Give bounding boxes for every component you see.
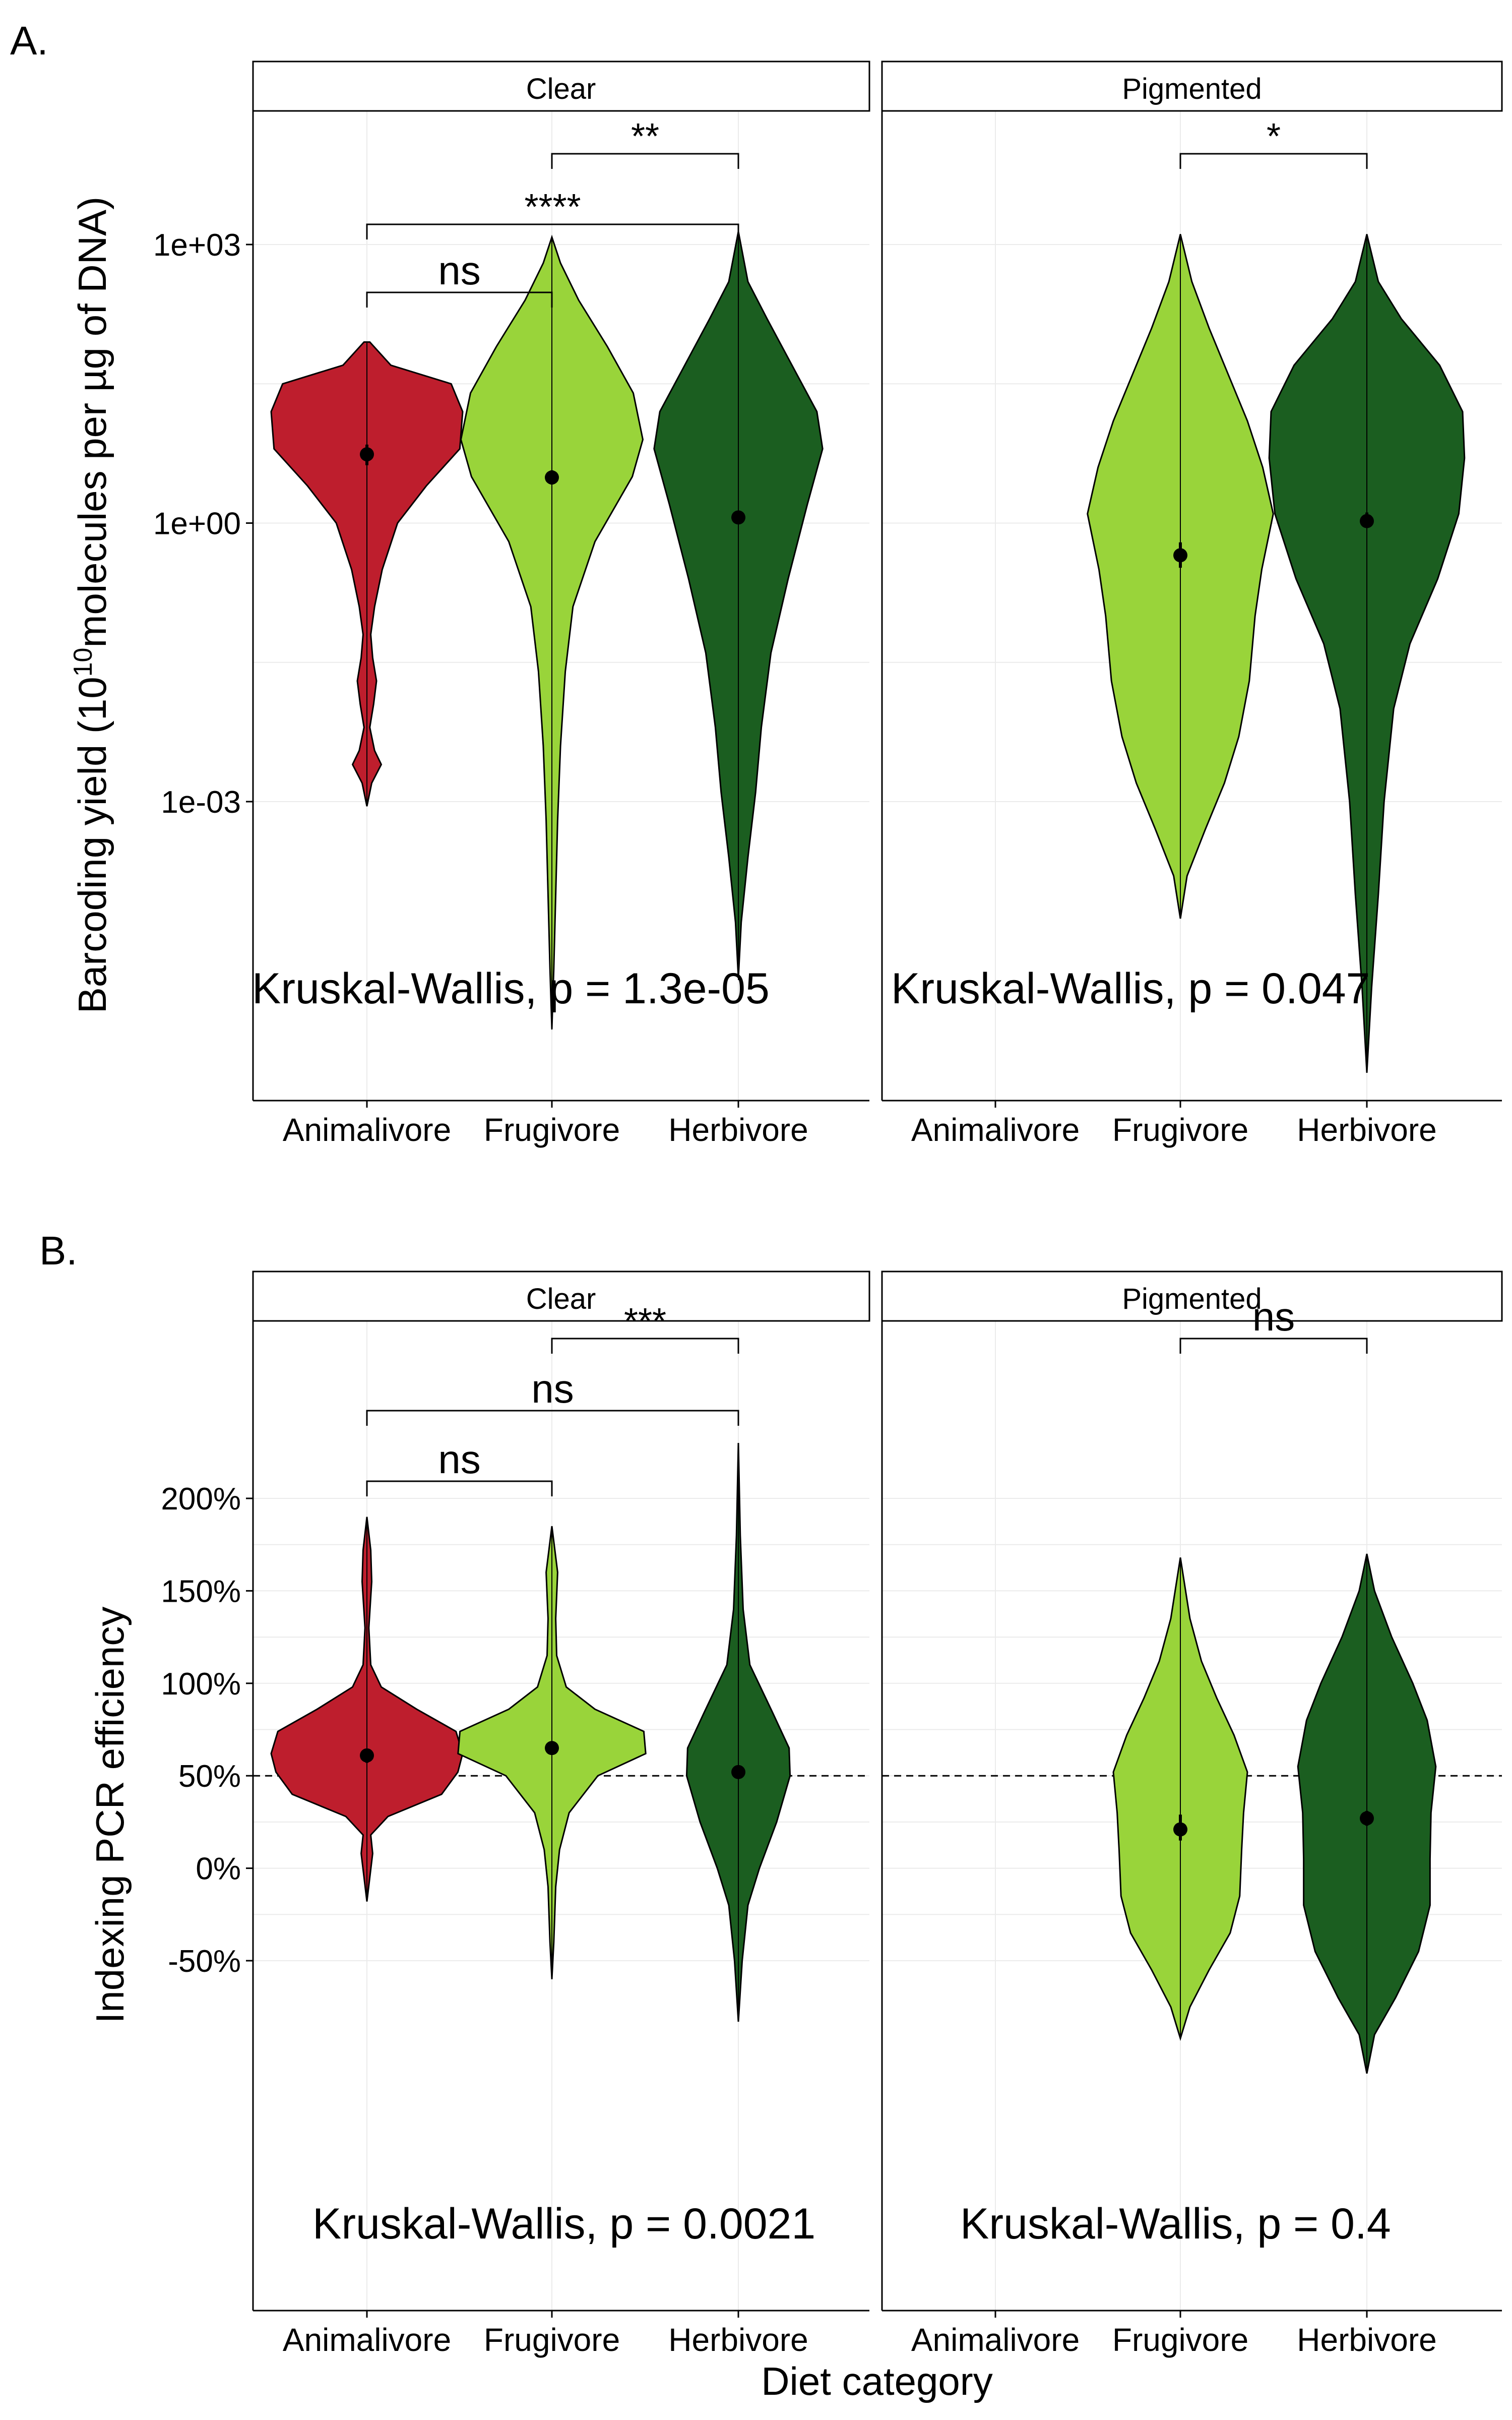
mean-point-pigmented-herbivore — [1360, 514, 1374, 528]
x-tick-label: Herbivore — [668, 2322, 808, 2358]
strip-label-clear-a: Clear — [526, 73, 596, 105]
significance-label: *** — [624, 1301, 666, 1342]
strip-label-pigmented-a: Pigmented — [1122, 73, 1262, 105]
x-tick-label: Frugivore — [484, 1112, 620, 1148]
mean-point-clear-frugivore — [545, 1741, 559, 1756]
y-tick-label: 0% — [196, 1852, 241, 1887]
panel-a-x-ticks: Animalivore Frugivore Herbivore Animalivore… — [283, 1101, 1437, 1148]
panel-a-brackets: ns****** * — [366, 116, 1368, 308]
y-tick-label: 1e-03 — [161, 785, 241, 820]
mean-point-clear-frugivore — [545, 470, 559, 485]
panel-a-test-label-pigmented: Kruskal-Wallis, p = 0.047 — [891, 964, 1370, 1013]
panel-b-test-label-clear: Kruskal-Wallis, p = 0.0021 — [312, 2200, 815, 2248]
significance-label: ns — [438, 248, 481, 293]
y-tick-label: 1e+03 — [153, 228, 241, 263]
y-tick-label: 200% — [161, 1482, 241, 1517]
panel-a-strip-pigmented: Pigmented — [881, 60, 1503, 112]
panel-b-y-ticks: -50% 0% 50% 100% 150% 200% — [161, 1482, 253, 1979]
x-tick-label: Frugivore — [484, 2322, 620, 2358]
strip-label-clear-b: Clear — [526, 1283, 596, 1315]
y-tick-label: 1e+00 — [153, 507, 241, 541]
panel-b: B. Clear Pigmented ns ns *** ns -50% 0% 50% 10… — [39, 1228, 1503, 2358]
mean-point-clear-animalivore — [360, 1748, 374, 1763]
mean-point-pigmented-frugivore — [1173, 548, 1187, 563]
x-tick-label: Animalivore — [283, 2322, 451, 2358]
mean-point-clear-animalivore — [360, 447, 374, 462]
panel-b-strip-clear: Clear — [252, 1270, 870, 1322]
x-tick-label: Frugivore — [1112, 2322, 1248, 2358]
x-tick-label: Animalivore — [911, 2322, 1080, 2358]
panel-b-test-label-pigmented: Kruskal-Wallis, p = 0.4 — [960, 2200, 1391, 2248]
panel-a-test-label-clear: Kruskal-Wallis, p = 1.3e-05 — [252, 964, 770, 1013]
panel-b-strip-pigmented: Pigmented — [881, 1270, 1503, 1322]
panel-a-strip-clear: Clear — [252, 60, 870, 112]
bracket-pigmented-frugivore-herbivore — [1179, 153, 1368, 169]
panel-b-y-axis-title: Indexing PCR efficiency — [88, 1607, 132, 2024]
mean-point-pigmented-herbivore — [1360, 1811, 1374, 1826]
significance-label: ** — [631, 116, 659, 157]
mean-point-clear-herbivore — [731, 1765, 745, 1779]
bracket-clear-frugivore-herbivore — [551, 1338, 739, 1354]
y-tick-label: 150% — [161, 1574, 241, 1609]
significance-label: **** — [524, 187, 581, 227]
panel-b-x-ticks: Animalivore Frugivore Herbivore Animalivore… — [283, 2311, 1437, 2358]
panel-a-label: A. — [10, 18, 48, 63]
significance-label: ns — [1252, 1294, 1295, 1339]
x-tick-label: Herbivore — [1297, 1112, 1436, 1148]
panel-a-y-axis-title: Barcoding yield (1010molecules per µg of… — [69, 197, 114, 1013]
panel-b-violins — [270, 1442, 1437, 2074]
panel-b-brackets: ns ns *** ns — [366, 1294, 1368, 1496]
y-tick-label: 50% — [178, 1759, 241, 1794]
panel-a-y-ticks: 1e-03 1e+00 1e+03 — [153, 228, 253, 820]
x-tick-label: Herbivore — [1297, 2322, 1436, 2358]
x-tick-label: Animalivore — [911, 1112, 1080, 1148]
x-tick-label: Frugivore — [1112, 1112, 1248, 1148]
y-tick-label: -50% — [168, 1944, 241, 1979]
mean-point-clear-herbivore — [731, 510, 745, 525]
panel-a: A. Clear Pigmented ns****** * 1e-031e+001… — [10, 18, 1503, 1148]
bracket-clear-animalivore-frugivore — [366, 291, 553, 308]
bracket-clear-animalivore-herbivore — [366, 223, 739, 239]
x-tick-label: Herbivore — [668, 1112, 808, 1148]
significance-label: ns — [531, 1366, 574, 1411]
bracket-clear-frugivore-herbivore — [551, 153, 739, 169]
bracket-clear-animalivore-herbivore — [366, 1410, 739, 1426]
bracket-pigmented-frugivore-herbivore — [1179, 1338, 1368, 1354]
x-axis-title: Diet category — [761, 2359, 993, 2403]
significance-label: * — [1267, 116, 1281, 157]
panel-b-label: B. — [39, 1228, 78, 1273]
y-tick-label: 100% — [161, 1667, 241, 1702]
strip-label-pigmented-b: Pigmented — [1122, 1283, 1262, 1315]
mean-point-pigmented-frugivore — [1173, 1822, 1187, 1837]
bracket-clear-animalivore-frugivore — [366, 1480, 553, 1496]
x-tick-label: Animalivore — [283, 1112, 451, 1148]
panel-a-violins — [270, 231, 1466, 1073]
significance-label: ns — [438, 1437, 481, 1482]
